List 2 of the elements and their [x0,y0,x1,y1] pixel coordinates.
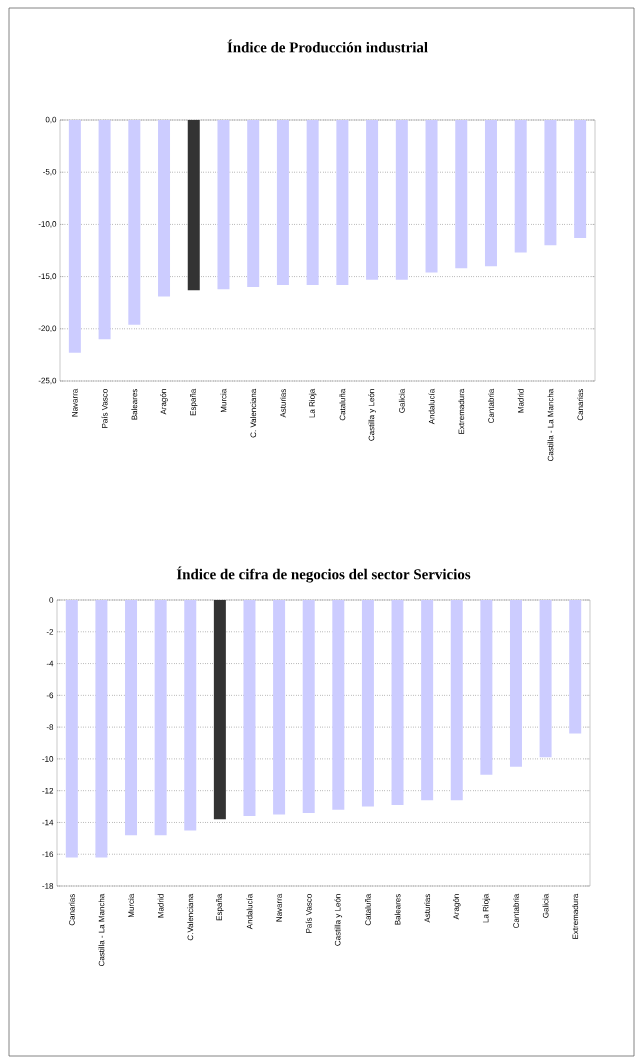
chart-title: Índice de cifra de negocios del sector Servicios [176,566,471,583]
chart-title: Índice de Producción industrial [227,39,428,53]
